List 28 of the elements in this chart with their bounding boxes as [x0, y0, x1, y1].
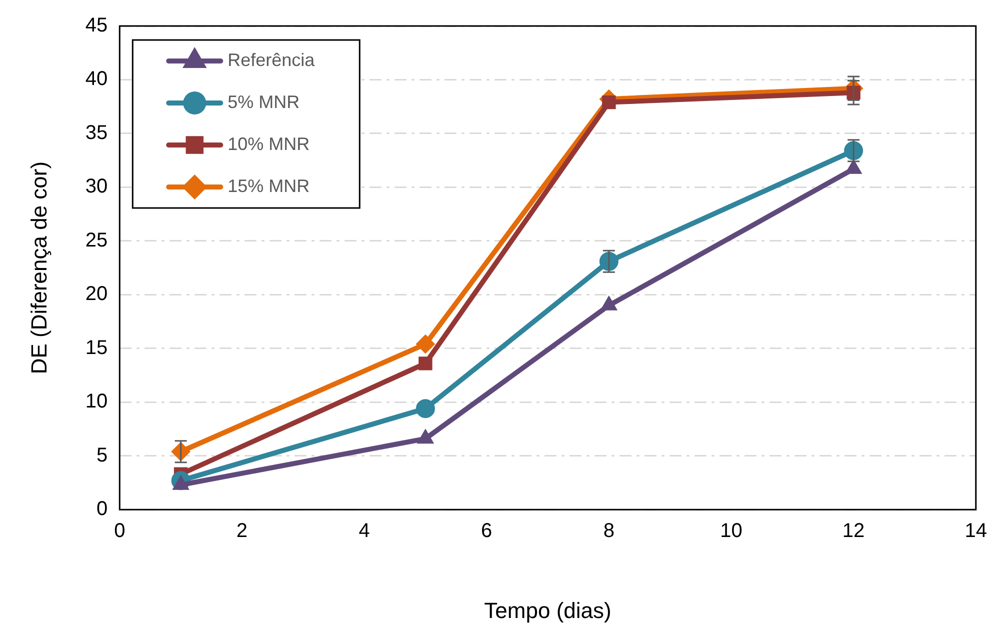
x-axis-title: Tempo (dias): [484, 598, 612, 623]
y-tick-label: 0: [96, 498, 108, 520]
x-tick-label: 4: [358, 520, 370, 542]
legend-label: 10% MNR: [228, 134, 310, 154]
legend-label: 15% MNR: [228, 176, 310, 196]
legend-label: Referência: [228, 50, 316, 70]
y-tick-label: 45: [85, 14, 108, 37]
x-tick-label: 8: [603, 520, 614, 542]
x-tick-label: 12: [842, 520, 865, 542]
y-tick-label: 35: [85, 122, 108, 144]
y-axis-title: DE (Diferença de cor): [26, 161, 52, 374]
point: [416, 399, 435, 418]
y-tick-label: 30: [85, 176, 108, 198]
x-tick-label: 2: [236, 520, 248, 542]
legend-label: 5% MNR: [228, 92, 300, 112]
point: [416, 334, 435, 354]
y-tick-label: 15: [85, 336, 108, 359]
x-tick-label: 10: [720, 520, 742, 542]
y-tick-label: 20: [85, 283, 108, 306]
point: [418, 356, 432, 370]
y-tick-label: 40: [85, 68, 108, 90]
y-tick-label: 5: [96, 444, 108, 466]
x-tick-label: 0: [114, 520, 126, 542]
x-tick-label: 14: [964, 520, 987, 542]
y-tick-label: 10: [85, 390, 108, 413]
y-tick-label: 25: [85, 229, 108, 252]
x-tick-label: 6: [481, 520, 492, 542]
point: [602, 95, 616, 110]
